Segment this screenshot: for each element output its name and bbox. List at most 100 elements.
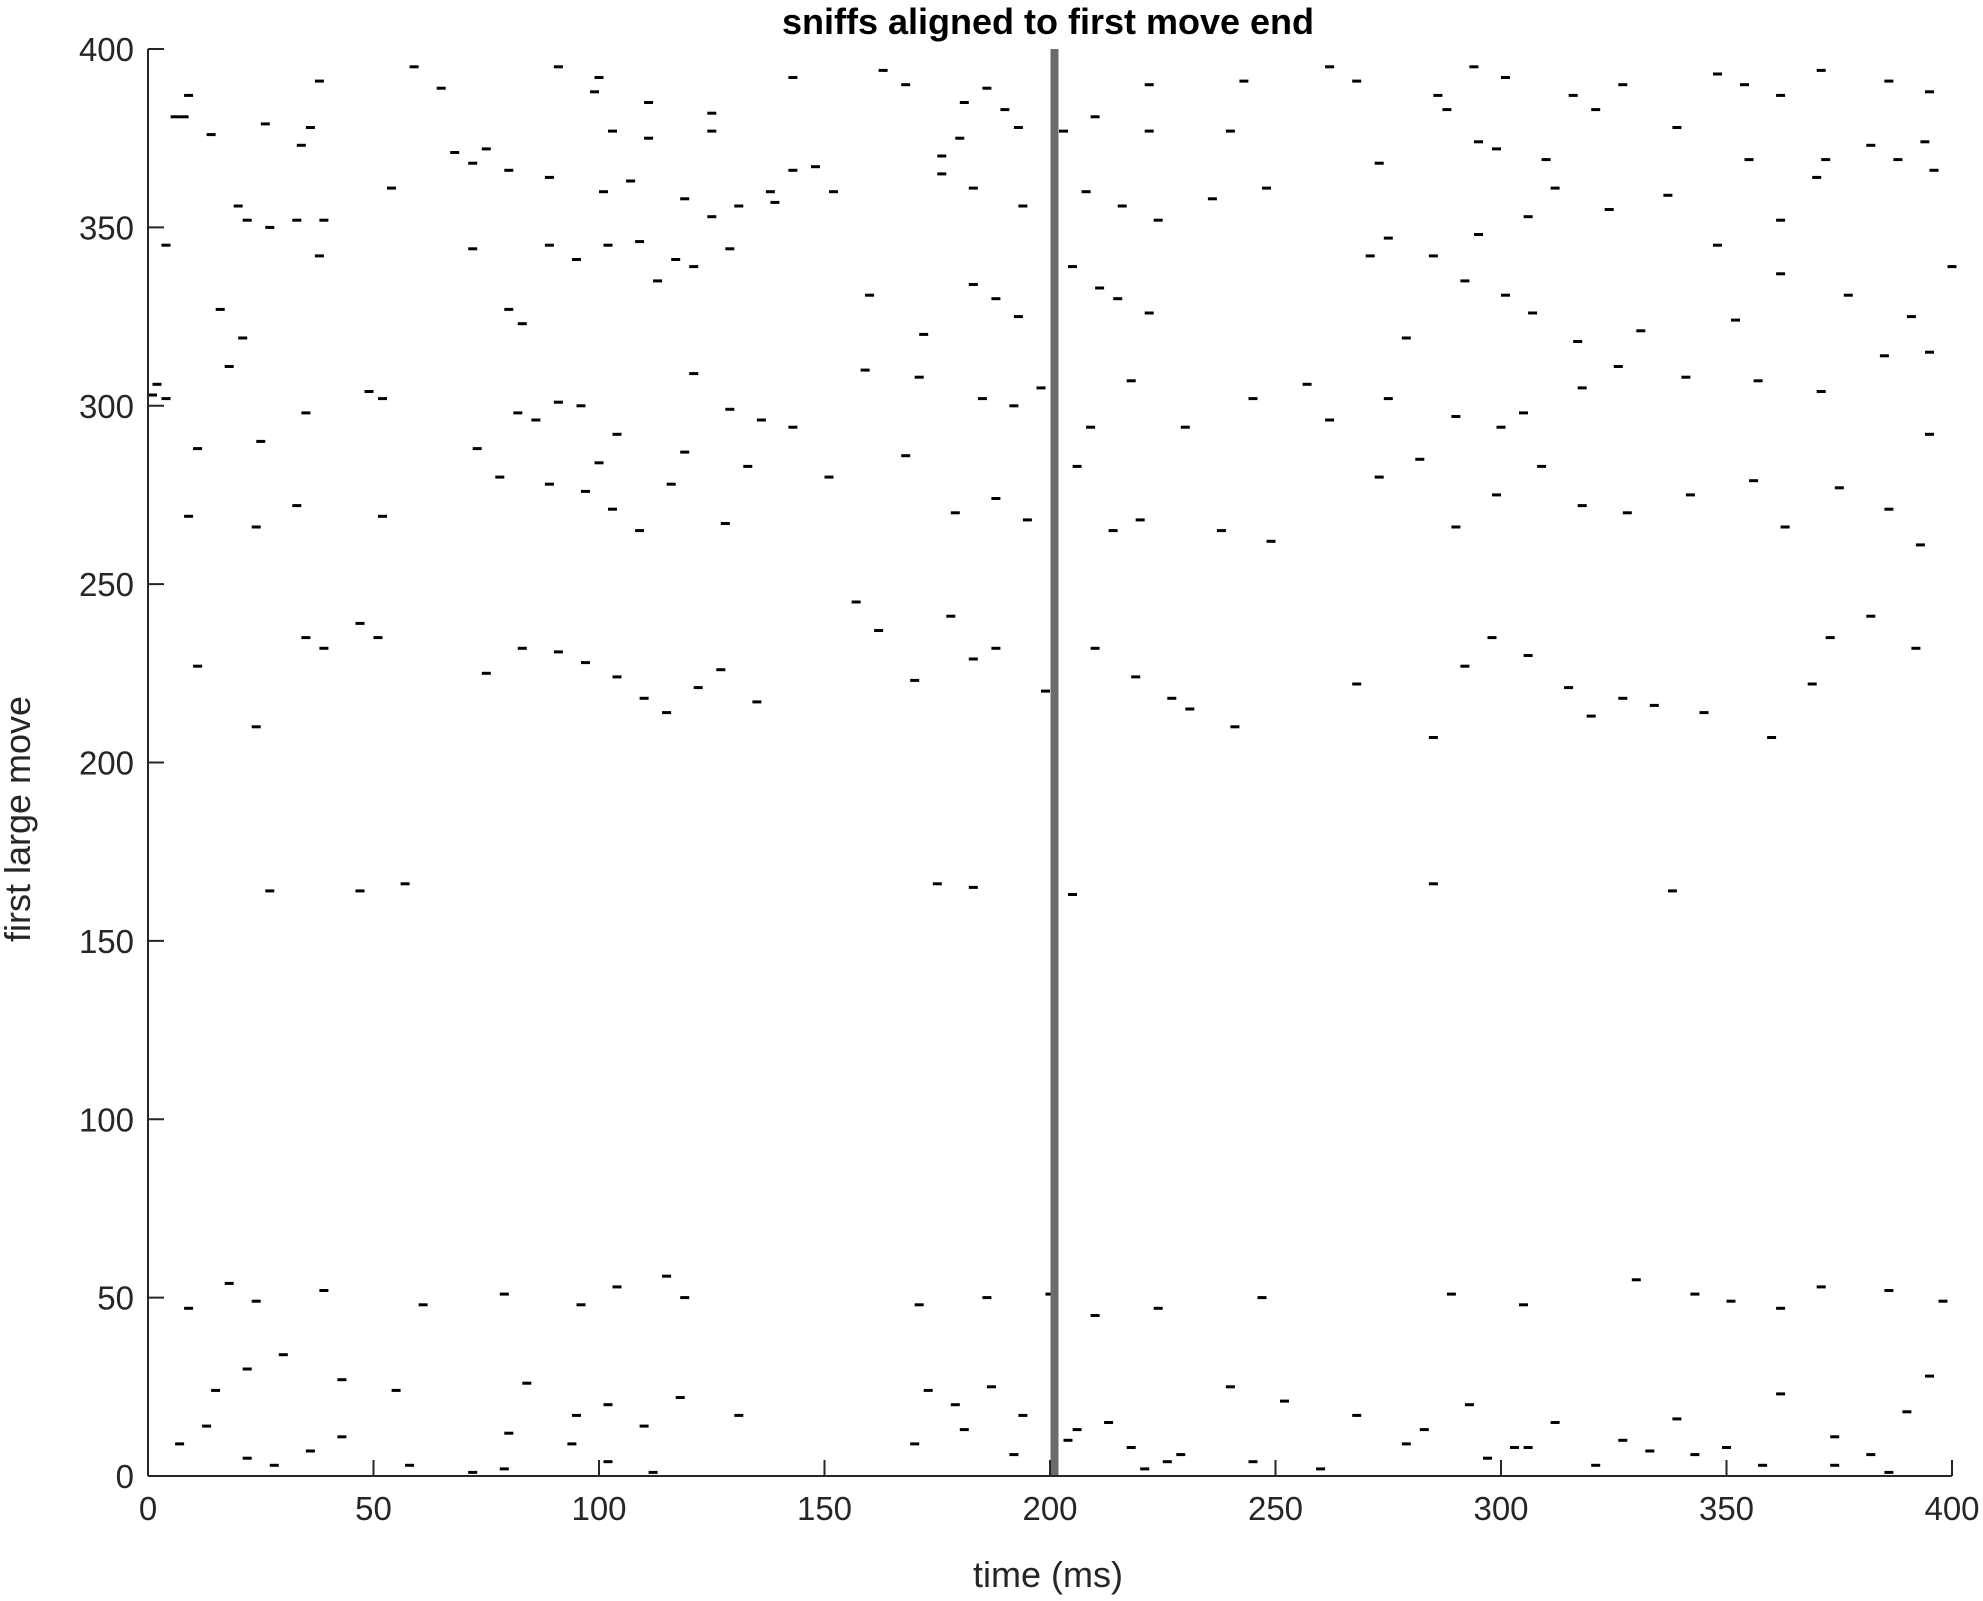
raster-tick: [1884, 1289, 1894, 1292]
raster-tick: [1519, 1303, 1528, 1307]
raster-tick: [1464, 1403, 1474, 1407]
raster-tick: [481, 147, 491, 151]
raster-tick: [1528, 311, 1538, 315]
raster-tick: [1140, 1467, 1150, 1471]
raster-tick: [1009, 1453, 1019, 1457]
raster-tick: [1496, 425, 1506, 429]
raster-tick: [1938, 1299, 1948, 1303]
raster-tick: [1117, 204, 1127, 208]
raster-tick: [1180, 425, 1190, 429]
raster-tick: [675, 1396, 685, 1399]
raster-tick: [1776, 1392, 1786, 1396]
x-tick-label: 150: [797, 1490, 852, 1527]
raster-tick: [468, 161, 478, 165]
raster-tick: [968, 657, 978, 661]
raster-marks: [148, 65, 1957, 1474]
raster-tick: [504, 1431, 514, 1435]
raster-tick: [1501, 76, 1510, 79]
raster-tick: [581, 661, 590, 665]
raster-tick: [1153, 1306, 1163, 1310]
raster-tick: [193, 447, 203, 451]
raster-tick: [752, 700, 762, 704]
raster-tick: [648, 1470, 658, 1474]
raster-tick: [1352, 682, 1362, 686]
raster-tick: [1618, 1438, 1628, 1442]
raster-tick: [1090, 1314, 1100, 1317]
raster-tick: [193, 664, 203, 668]
raster-tick: [1834, 486, 1844, 490]
raster-tick: [1776, 218, 1786, 222]
raster-tick: [1095, 286, 1105, 290]
raster-tick: [1690, 1453, 1700, 1457]
x-tick-label: 50: [355, 1490, 392, 1527]
raster-tick: [314, 254, 324, 258]
raster-tick: [1419, 1428, 1429, 1432]
raster-tick: [1063, 1438, 1073, 1442]
raster-tick: [937, 154, 947, 158]
raster-tick: [878, 68, 888, 72]
raster-tick: [1113, 297, 1123, 301]
x-tick-label: 0: [139, 1490, 157, 1527]
raster-tick: [1207, 197, 1217, 201]
raster-tick: [603, 1460, 613, 1464]
raster-tick: [1248, 1460, 1258, 1464]
raster-tick: [734, 204, 744, 208]
raster-tick: [1059, 129, 1068, 133]
raster-tick: [1591, 108, 1601, 112]
raster-tick: [1821, 158, 1831, 162]
raster-tick: [581, 489, 590, 493]
raster-tick: [1176, 1453, 1186, 1457]
raster-tick: [1776, 1306, 1786, 1310]
raster-tick: [1649, 703, 1659, 707]
raster-tick: [1577, 504, 1587, 508]
raster-tick: [590, 90, 599, 94]
x-tick-label: 300: [1473, 1490, 1528, 1527]
raster-tick: [517, 646, 527, 650]
raster-tick: [1036, 386, 1046, 390]
raster-tick: [1681, 375, 1691, 379]
raster-tick: [720, 522, 730, 525]
raster-tick: [1090, 646, 1100, 650]
raster-tick: [314, 79, 324, 83]
raster-tick: [1925, 350, 1934, 354]
raster-tick: [184, 514, 194, 518]
raster-tick: [788, 168, 798, 172]
raster-tick: [594, 461, 604, 465]
raster-tick: [1604, 208, 1614, 211]
x-tick-label: 250: [1248, 1490, 1303, 1527]
raster-tick: [1925, 90, 1934, 94]
raster-tick: [635, 240, 645, 244]
raster-tick: [1492, 147, 1501, 151]
raster-tick: [1744, 158, 1754, 162]
raster-tick: [1415, 457, 1425, 461]
raster-tick: [662, 1274, 672, 1278]
raster-tick: [1866, 614, 1876, 618]
raster-tick: [1446, 1292, 1456, 1296]
raster-tick: [1929, 168, 1939, 172]
y-tick-label: 200: [79, 745, 134, 782]
raster-tick: [716, 668, 726, 672]
x-ticks: 0 50 100 150 200 250 300 350 400: [139, 1460, 1980, 1527]
y-axis-title: first large move: [0, 696, 38, 942]
raster-tick: [206, 133, 216, 137]
raster-tick: [572, 1413, 581, 1417]
raster-tick: [644, 136, 654, 140]
raster-tick: [242, 1367, 252, 1371]
raster-tick: [495, 475, 505, 479]
raster-tick: [292, 218, 302, 222]
raster-tick: [725, 407, 735, 411]
raster-tick: [1749, 479, 1759, 483]
raster-tick: [734, 1413, 744, 1417]
raster-tick: [1469, 65, 1479, 69]
raster-tick: [1302, 382, 1312, 386]
raster-tick: [594, 76, 604, 79]
y-ticks: 0 50 100 150 200 250 300 350 400: [79, 31, 164, 1495]
raster-tick: [603, 243, 613, 247]
raster-tick: [1153, 218, 1163, 222]
raster-tick: [1225, 129, 1235, 133]
raster-tick: [292, 504, 302, 508]
raster-tick: [468, 1470, 478, 1474]
raster-tick: [639, 696, 649, 700]
raster-tick: [608, 129, 617, 133]
raster-tick: [1622, 511, 1632, 515]
